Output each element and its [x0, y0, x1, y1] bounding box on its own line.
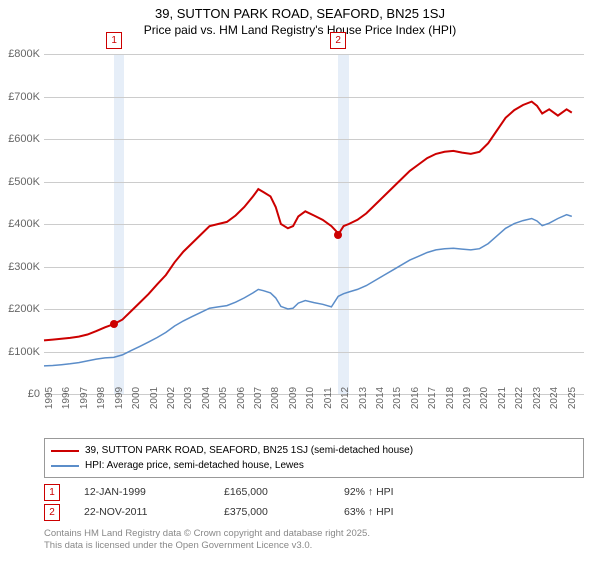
- ytick-label-6: £600K: [8, 133, 40, 145]
- xtick-label-1997: 1997: [79, 387, 90, 409]
- ytick-label-5: £500K: [8, 176, 40, 188]
- chart-title-line2: Price paid vs. HM Land Registry's House …: [0, 23, 600, 37]
- xtick-label-2020: 2020: [479, 387, 490, 409]
- sale-hpi-1: 92% ↑ HPI: [344, 486, 394, 498]
- xtick-label-2015: 2015: [392, 387, 403, 409]
- legend-row-2: HPI: Average price, semi-detached house,…: [51, 458, 577, 473]
- xtick-label-1998: 1998: [96, 387, 107, 409]
- legend-box: 39, SUTTON PARK ROAD, SEAFORD, BN25 1SJ …: [44, 438, 584, 478]
- xtick-label-2023: 2023: [532, 387, 543, 409]
- chart-plot-area: £0£100K£200K£300K£400K£500K£600K£700K£80…: [44, 54, 584, 394]
- sale-marker-1: 1: [44, 484, 60, 501]
- xtick-label-2000: 2000: [131, 387, 142, 409]
- xtick-label-2021: 2021: [497, 387, 508, 409]
- sale-price-1: £165,000: [224, 486, 344, 498]
- sale-point-label-2: 2: [330, 32, 346, 49]
- xtick-label-2001: 2001: [149, 387, 160, 409]
- xtick-label-1999: 1999: [114, 387, 125, 409]
- xtick-label-2007: 2007: [253, 387, 264, 409]
- xtick-label-2011: 2011: [323, 387, 334, 409]
- sale-date-1: 12-JAN-1999: [84, 486, 224, 498]
- ytick-label-1: £100K: [8, 346, 40, 358]
- ytick-label-2: £200K: [8, 303, 40, 315]
- xtick-label-2006: 2006: [236, 387, 247, 409]
- series-line-hpi: [44, 215, 572, 366]
- xtick-label-2014: 2014: [375, 387, 386, 409]
- footer-line-2: This data is licensed under the Open Gov…: [44, 540, 370, 552]
- ytick-label-8: £800K: [8, 48, 40, 60]
- sale-marker-2: 2: [44, 504, 60, 521]
- footer-attribution: Contains HM Land Registry data © Crown c…: [44, 528, 370, 553]
- chart-lines-svg: [44, 54, 584, 394]
- sale-point-label-1: 1: [106, 32, 122, 49]
- legend-swatch-2: [51, 465, 79, 467]
- ytick-label-7: £700K: [8, 91, 40, 103]
- xtick-label-2024: 2024: [549, 387, 560, 409]
- xtick-label-2009: 2009: [288, 387, 299, 409]
- xtick-label-2017: 2017: [427, 387, 438, 409]
- legend-label-1: 39, SUTTON PARK ROAD, SEAFORD, BN25 1SJ …: [85, 443, 413, 458]
- xtick-label-2019: 2019: [462, 387, 473, 409]
- xtick-label-2003: 2003: [183, 387, 194, 409]
- xtick-label-2005: 2005: [218, 387, 229, 409]
- ytick-label-3: £300K: [8, 261, 40, 273]
- legend-row-1: 39, SUTTON PARK ROAD, SEAFORD, BN25 1SJ …: [51, 443, 577, 458]
- sale-point-1: [110, 320, 118, 328]
- footer-line-1: Contains HM Land Registry data © Crown c…: [44, 528, 370, 540]
- legend-swatch-1: [51, 450, 79, 452]
- xtick-label-2016: 2016: [410, 387, 421, 409]
- series-line-price_paid: [44, 102, 572, 341]
- sale-price-2: £375,000: [224, 506, 344, 518]
- sale-point-2: [334, 231, 342, 239]
- sale-date-2: 22-NOV-2011: [84, 506, 224, 518]
- ytick-label-4: £400K: [8, 218, 40, 230]
- xtick-label-2025: 2025: [567, 387, 578, 409]
- xtick-label-2013: 2013: [358, 387, 369, 409]
- xtick-label-2022: 2022: [514, 387, 525, 409]
- xtick-label-1996: 1996: [61, 387, 72, 409]
- xtick-label-2018: 2018: [445, 387, 456, 409]
- xtick-label-2012: 2012: [340, 387, 351, 409]
- sales-table: 1 12-JAN-1999 £165,000 92% ↑ HPI 2 22-NO…: [44, 482, 584, 522]
- sale-hpi-2: 63% ↑ HPI: [344, 506, 394, 518]
- xtick-label-2008: 2008: [270, 387, 281, 409]
- sale-row-1: 1 12-JAN-1999 £165,000 92% ↑ HPI: [44, 482, 584, 502]
- xtick-label-2004: 2004: [201, 387, 212, 409]
- sale-row-2: 2 22-NOV-2011 £375,000 63% ↑ HPI: [44, 502, 584, 522]
- xtick-label-1995: 1995: [44, 387, 55, 409]
- ytick-label-0: £0: [28, 388, 40, 400]
- chart-title-line1: 39, SUTTON PARK ROAD, SEAFORD, BN25 1SJ: [0, 6, 600, 21]
- legend-label-2: HPI: Average price, semi-detached house,…: [85, 458, 304, 473]
- xtick-label-2002: 2002: [166, 387, 177, 409]
- xtick-label-2010: 2010: [305, 387, 316, 409]
